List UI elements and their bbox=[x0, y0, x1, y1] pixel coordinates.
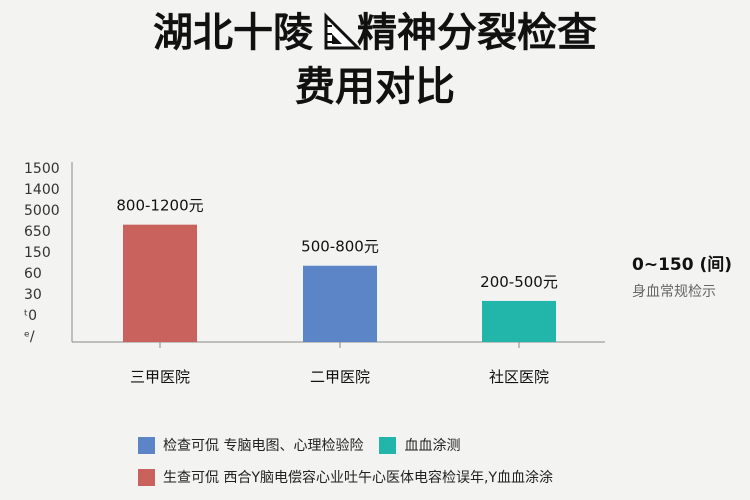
legend-label: 血血涂测 bbox=[404, 438, 461, 454]
y-tick-label: 1400 bbox=[24, 182, 60, 198]
bar-3 bbox=[482, 300, 556, 342]
legend-swatch bbox=[138, 436, 155, 454]
chart-title-part1: 湖北十陵 bbox=[153, 10, 313, 56]
bar-2 bbox=[303, 265, 377, 342]
y-tick-label: 1500 bbox=[24, 161, 60, 177]
y-tick-label: 650 bbox=[24, 224, 51, 240]
legend-swatch bbox=[379, 436, 397, 454]
y-tick-label: 60 bbox=[24, 266, 42, 282]
x-category-label: 二甲医院 bbox=[310, 368, 370, 386]
bar-1 bbox=[123, 224, 197, 342]
y-tick-label: ᵗ0 bbox=[24, 308, 37, 324]
chart-title-line1: 湖北十陵 精神分裂检查 bbox=[0, 8, 750, 58]
legend-label: 生查可侃 西合Y脑电偿容心业吐午心医体电容检误年,Y血血涂涂 bbox=[163, 470, 554, 486]
chart-legend: 检查可侃 专脑电图、心理检验险 血血涂测生查可侃 西合Y脑电偿容心业吐午心医体电容… bbox=[138, 434, 553, 498]
y-tick-label: 5000 bbox=[24, 203, 60, 219]
y-tick-label: ᵉ/ bbox=[24, 329, 35, 345]
ruler-triangle-icon bbox=[324, 12, 362, 50]
side-note-range: 0~150 (间) bbox=[632, 255, 733, 275]
chart-title-line2: 费用对比 bbox=[295, 64, 455, 110]
legend-row: 生查可侃 西合Y脑电偿容心业吐午心医体电容检误年,Y血血涂涂 bbox=[138, 466, 553, 488]
legend-swatch bbox=[138, 468, 155, 486]
y-tick-label: 30 bbox=[24, 287, 42, 303]
legend-label: 检查可侃 专脑电图、心理检验险 bbox=[163, 438, 364, 454]
x-category-label: 社区医院 bbox=[489, 368, 549, 386]
side-note-caption: 身血常规检示 bbox=[632, 284, 716, 300]
bar-value-label: 500-800元 bbox=[301, 238, 379, 256]
y-tick-label: 150 bbox=[24, 245, 51, 261]
x-category-label: 三甲医院 bbox=[130, 368, 190, 386]
chart-title-part2: 精神分裂检查 bbox=[357, 10, 597, 56]
bar-value-label: 200-500元 bbox=[480, 273, 558, 291]
bar-value-label: 800-1200元 bbox=[116, 197, 203, 215]
legend-row: 检查可侃 专脑电图、心理检验险 血血涂测 bbox=[138, 434, 553, 456]
